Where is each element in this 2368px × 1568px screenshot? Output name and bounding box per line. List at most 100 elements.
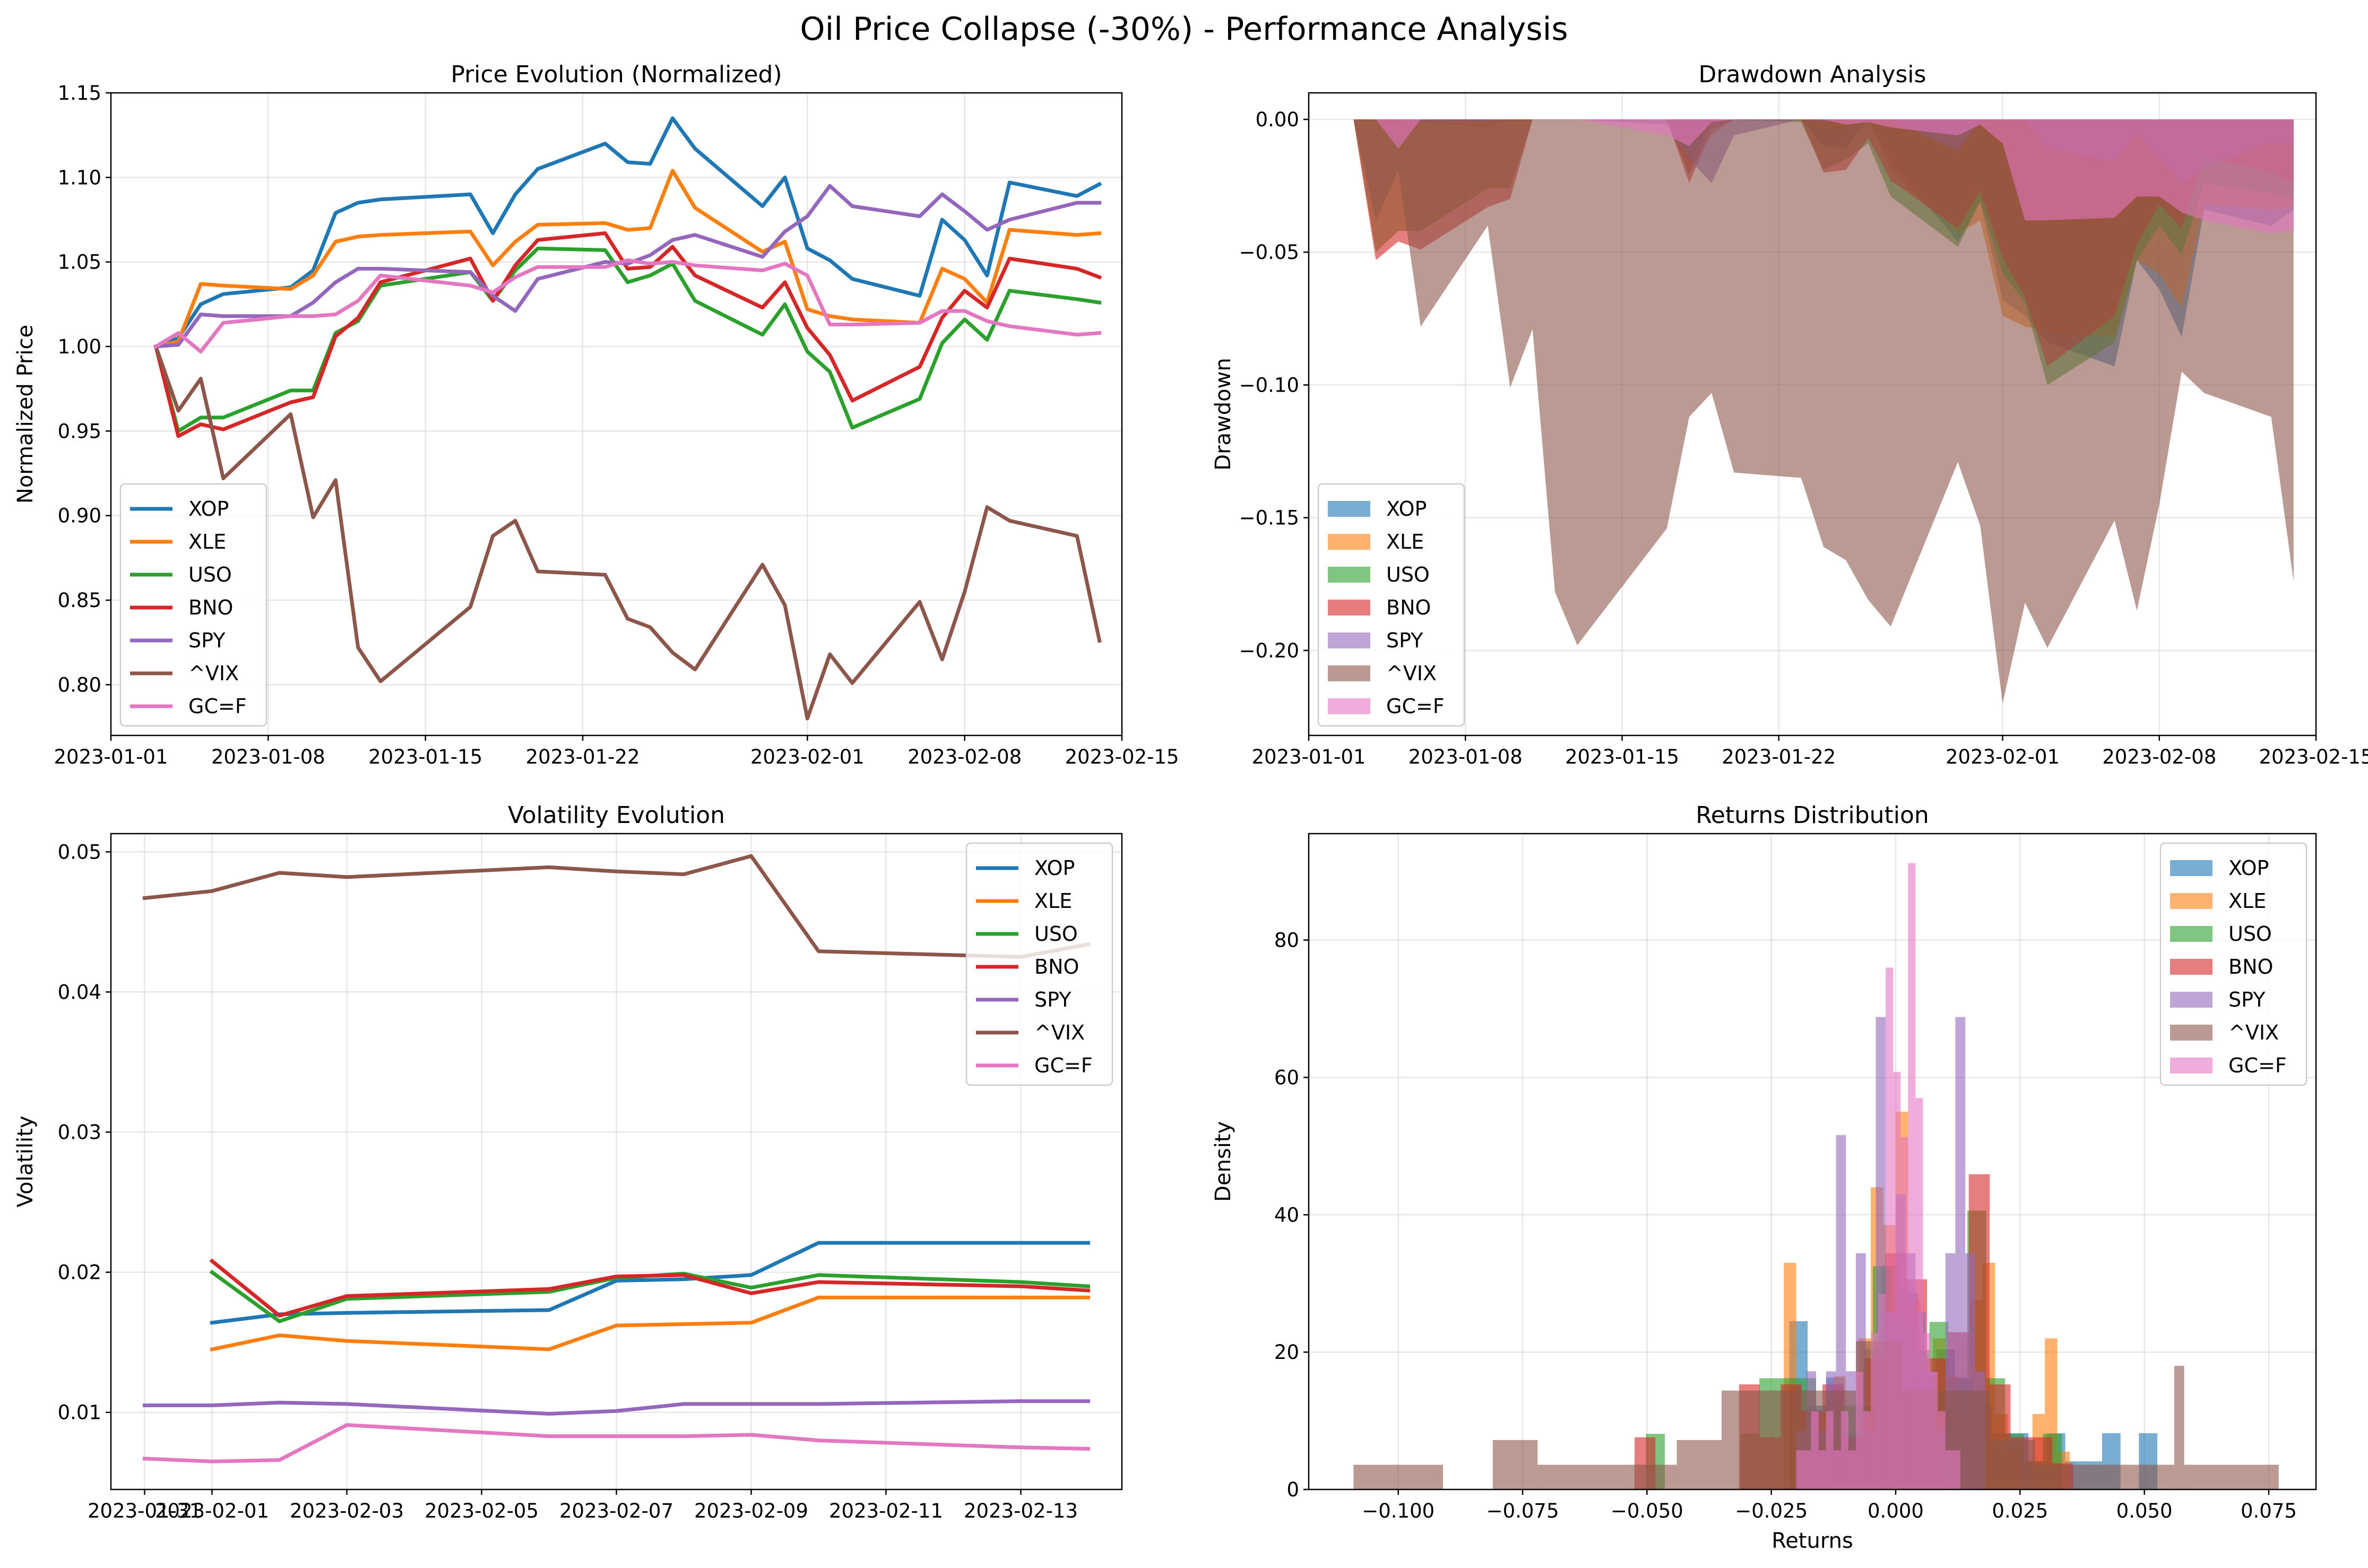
histogram-bar [1930,1372,1938,1489]
x-tick-label: 2023-02-15 [1065,746,1179,768]
y-tick-label: 0.85 [58,589,101,612]
histogram-bar [1840,1411,1848,1489]
series-line-xle [210,1295,1090,1352]
legend-label-xle: XLE [1034,889,1072,913]
histogram-bar [1938,1411,1946,1489]
y-axis-label: Normalized Price [13,325,38,504]
legend-swatch-xop [2170,860,2213,876]
x-tick-label: 2023-01-08 [211,746,325,768]
histogram-bar [2129,1465,2174,1489]
y-tick-label: 0.80 [58,673,101,696]
axis-ticks: 2023-01-01 2023-01-08 2023-01-15 2023-01-22… [54,82,1179,768]
x-tick-label: 2023-02-08 [908,746,1022,768]
returns-distribution-chart: −0.100 −0.075 −0.050 −0.025 0.000 0.025 0.050 0… [1211,802,2317,1553]
chart-title: Returns Distribution [1696,802,1929,829]
axis-ticks: −0.100 −0.075 −0.050 −0.025 0.000 0.025 0.050 0… [1274,929,2297,1522]
x-tick-label: 2023-02-01 [1946,746,2060,768]
series-line-xop [210,1241,1090,1325]
histogram-bar [1676,1440,1722,1489]
chart-title: Price Evolution (Normalized) [451,61,782,88]
x-tick-label: 2023-01-01 [54,746,168,768]
histogram-bar [1878,1294,1886,1489]
price-evolution-chart: 2023-01-01 2023-01-08 2023-01-15 2023-01-22… [13,61,1179,768]
legend-swatch-xle [2170,893,2213,909]
x-tick-label: 2023-02-13 [964,1500,1078,1522]
series-areas [1353,119,2294,704]
x-tick-label: 2023-02-03 [290,1500,404,1522]
histogram-bar [1923,1332,1931,1489]
y-tick-label: 1.15 [58,82,101,105]
legend-label-bno: BNO [188,596,233,619]
series-line-spy [153,184,1102,349]
series-line-spy [143,1399,1090,1416]
histogram-bar [1803,1450,1811,1489]
x-tick-label: 2023-02-09 [694,1500,808,1522]
legend-label-gc-f: GC=F [2228,1054,2287,1077]
histogram-bar [1721,1390,1767,1489]
legend-box [119,483,267,727]
y-tick-label: 80 [1274,929,1299,952]
series-line-gc-f [153,258,1102,354]
series-line-bno [153,231,1102,438]
legend-label-uso: USO [188,563,232,586]
x-tick-label: 0.000 [1868,1500,1924,1522]
plot-border [1308,92,2317,737]
legend-label-spy: SPY [2228,988,2266,1011]
x-tick-label: 2023-01-22 [1722,746,1836,768]
x-tick-label: 2023-02-08 [2102,746,2216,768]
legend-swatch-spy [1328,633,1370,648]
drawdown-chart: 2023-01-01 2023-01-08 2023-01-15 2023-01-22… [1211,61,2368,768]
legend-label-uso: USO [1034,922,1078,946]
legend-swatch-gc-f [2170,1058,2213,1073]
y-tick-label: −0.05 [1239,241,1299,264]
legend-label-bno: BNO [2228,955,2273,978]
legend-label-xle: XLE [188,530,226,553]
legend-label-bno: BNO [1386,596,1431,619]
y-tick-label: 0.03 [58,1121,101,1144]
y-tick-label: 1.00 [58,335,101,358]
y-tick-label: 0.01 [58,1401,101,1424]
legend-label-gc-f: GC=F [1034,1054,1093,1077]
legend-swatch-uso [2170,926,2213,942]
histogram-bar [1915,1098,1923,1489]
y-tick-label: −0.15 [1239,507,1299,530]
series-area-vix [1353,119,2294,704]
y-tick-label: −0.10 [1239,374,1299,396]
y-tick-label: 40 [1274,1203,1299,1226]
x-tick-label: 2023-01-15 [368,746,482,768]
legend-label-spy: SPY [1034,988,1071,1011]
series-line-vix [142,854,1091,959]
histogram-bars [1353,863,2279,1489]
x-tick-label: −0.025 [1735,1500,1808,1522]
histogram-bar [1955,1017,1966,1489]
legend-swatch-vix [1328,665,1370,681]
y-tick-label: 0.05 [58,841,101,863]
legend-label-xle: XLE [1386,530,1424,553]
series-line-xop [153,116,1102,349]
legend-swatch-gc-f [1328,698,1370,714]
y-tick-label: 0.95 [58,420,101,443]
legend-label-spy: SPY [1386,629,1423,652]
legend-label-vix: ^VIX [1386,662,1437,685]
histogram-bar [1848,1450,1856,1489]
x-tick-label: −0.100 [1362,1500,1434,1522]
histogram-bar [2184,1465,2279,1489]
plot-border [110,833,1123,1491]
legend-label-spy: SPY [188,629,226,652]
x-axis-label: Returns [1771,1529,1853,1553]
series-line-uso [153,246,1102,433]
legend-swatch-xle [1328,534,1370,550]
y-tick-label: 0.04 [58,981,101,1003]
x-tick-label: 2023-01-22 [525,746,639,768]
histogram-bar [1863,1411,1871,1489]
y-tick-label: 0.00 [1256,108,1299,131]
histogram-bar [1886,967,1894,1489]
histogram-bar [1856,1372,1864,1489]
y-tick-label: 20 [1274,1341,1299,1364]
x-tick-label: 2023-01-15 [1565,746,1679,768]
series-area-gc-f [1353,119,2294,234]
x-tick-label: 2023-01-31 [88,1500,202,1522]
y-axis-label: Density [1211,1121,1235,1202]
x-tick-label: 0.050 [2116,1500,2173,1522]
histogram-bar [1900,1137,1908,1489]
